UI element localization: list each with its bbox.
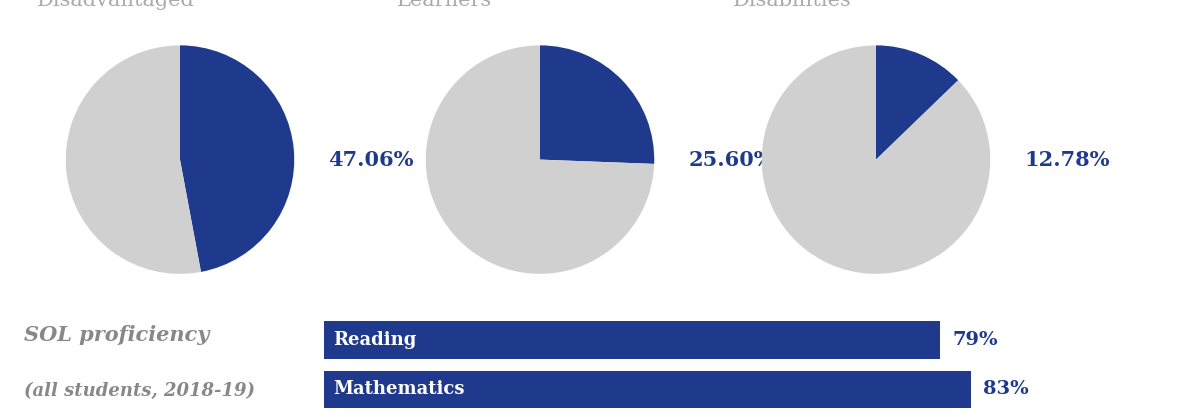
Text: (all students, 2018-19): (all students, 2018-19) bbox=[24, 382, 256, 399]
Text: 79%: 79% bbox=[953, 331, 998, 349]
Text: SOL proficiency: SOL proficiency bbox=[24, 326, 209, 345]
Wedge shape bbox=[66, 45, 200, 274]
Bar bbox=[324, 370, 972, 408]
Text: 47.06%: 47.06% bbox=[329, 150, 414, 170]
Text: 12.78%: 12.78% bbox=[1025, 150, 1110, 170]
Wedge shape bbox=[426, 45, 654, 274]
Text: 83%: 83% bbox=[984, 381, 1030, 399]
Wedge shape bbox=[540, 45, 654, 164]
Wedge shape bbox=[180, 45, 294, 272]
Text: Reading: Reading bbox=[334, 331, 416, 349]
Wedge shape bbox=[876, 45, 958, 160]
Text: English
Learners: English Learners bbox=[397, 0, 492, 10]
Wedge shape bbox=[762, 45, 990, 274]
Text: Mathematics: Mathematics bbox=[334, 381, 466, 399]
Bar bbox=[324, 321, 941, 359]
Text: Students with
Disabilities: Students with Disabilities bbox=[733, 0, 881, 10]
Text: Economically
Disadvantaged: Economically Disadvantaged bbox=[37, 0, 194, 10]
Text: 25.60%: 25.60% bbox=[689, 150, 774, 170]
